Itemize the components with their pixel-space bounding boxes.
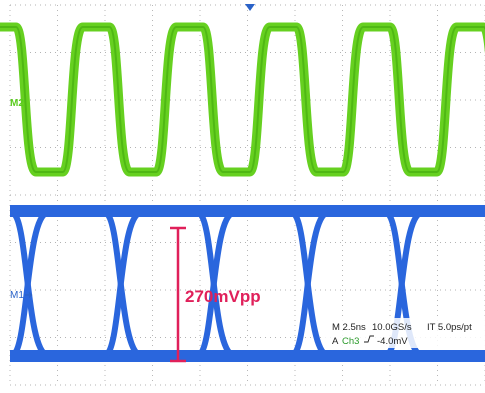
sample-rate: 10.0GS/s — [372, 322, 412, 333]
trigger-level: -4.0mV — [377, 336, 408, 347]
m2-label: M2 — [10, 98, 24, 109]
trigger-mode: A — [332, 336, 339, 347]
eye-top-rail — [10, 205, 485, 217]
measurement-label: 270mVpp — [185, 287, 261, 306]
timebase: M 2.5ns — [332, 322, 366, 333]
resolution: IT 5.0ps/pt — [427, 322, 472, 333]
status-readout: M 2.5ns 10.0GS/s IT 5.0ps/pt A Ch3 -4.0m… — [325, 318, 485, 348]
scope-screen: M2 M1 270mVpp M 2.5ns 10.0GS/s IT 5.0ps/… — [0, 0, 485, 388]
m1-label: M1 — [10, 290, 24, 301]
trigger-source: Ch3 — [342, 336, 359, 347]
